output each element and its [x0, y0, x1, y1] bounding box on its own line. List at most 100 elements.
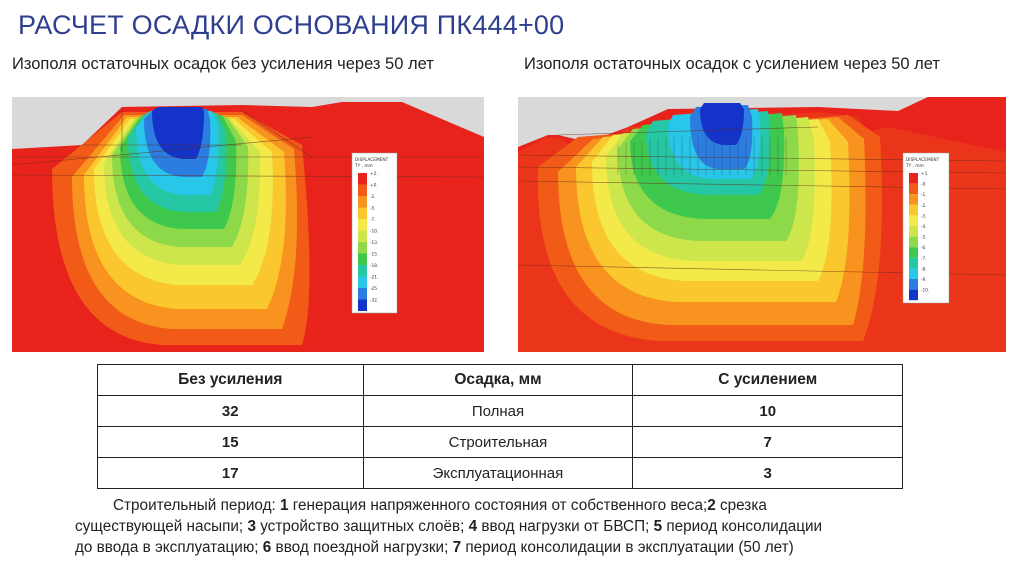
note-text: генерация напряженного состояния от собс…: [288, 497, 708, 514]
note-line-3: до ввода в эксплуатацию; 6 ввод поездной…: [75, 537, 794, 558]
right-panel-heading: Изополя остаточных осадок с усилением че…: [524, 55, 940, 73]
legend-tick-label: -9.: [921, 277, 927, 283]
cell-with: 7: [632, 426, 903, 458]
stage-number: 3: [247, 518, 256, 535]
right-legend: DISPLACEMENT TY , mm +1. -0. -1. -2. -3. -4. -…: [902, 152, 950, 304]
legend-swatch: [358, 196, 367, 208]
legend-tick-label: -32.: [370, 298, 378, 304]
layer-lines: [12, 109, 484, 178]
legend-swatch: [909, 279, 918, 290]
legend-tick-label: +1.: [921, 171, 929, 177]
stage-number: 4: [468, 518, 478, 535]
contour-band: [700, 103, 744, 145]
legend-swatch: [909, 289, 918, 301]
legend-tick-label: -6.: [921, 245, 927, 251]
legend-swatch: [358, 207, 367, 219]
legend-swatch: [358, 265, 367, 277]
legend-tick-label: -10.: [370, 229, 378, 235]
legend-swatch: [358, 230, 367, 242]
legend-swatch: [909, 194, 918, 205]
cell-type: Строительная: [362, 426, 634, 458]
note-line-2: существующей насыпи; 3 устройство защитн…: [75, 516, 822, 537]
stage-number: 1: [280, 497, 289, 514]
legend-tick-label: -2.: [370, 194, 376, 200]
note-text: существующей насыпи;: [75, 518, 248, 535]
note-text: устройство защитных слоёв;: [255, 518, 469, 535]
legend-swatch: [909, 257, 918, 269]
legend-tick-label: -21.: [370, 275, 378, 281]
legend-swatch: [358, 184, 367, 196]
note-line-1: Строительный период: 1 генерация напряже…: [113, 495, 767, 516]
note-text: до ввода в эксплуатацию;: [75, 539, 263, 556]
legend-tick-label: -18.: [370, 263, 378, 269]
stage-number: 5: [653, 518, 663, 535]
settlement-table: Без усиления Осадка, мм С усилением 32 П…: [97, 364, 903, 489]
legend-tick-label: -13.: [370, 240, 378, 246]
left-legend: DISPLACEMENT TY , mm +2. +0. -2. -5. -7. -10.…: [351, 152, 398, 314]
note-text: ввод поездной нагрузки;: [271, 539, 453, 556]
contour-plot-svg: DISPLACEMENT TY , mm +1. -0. -1. -2. -3. -4. -…: [518, 97, 1006, 352]
cell-with: 3: [632, 457, 903, 489]
legend-tick-label: -8.: [921, 266, 927, 272]
stage-number: 7: [452, 539, 462, 556]
legend-tick-label: -25.: [370, 286, 378, 292]
table-header-row: Без усиления Осадка, мм С усилением: [97, 364, 903, 396]
legend-swatch: [909, 173, 918, 184]
note-text: период консолидации в эксплуатации (50 л…: [461, 539, 794, 556]
note-text: срезка: [715, 497, 767, 514]
contour-plot-without-reinforcement: DISPLACEMENT TY , mm +2. +0. -2. -5. -7. -10.…: [12, 97, 484, 352]
legend-tick-label: -7.: [370, 217, 376, 223]
legend-tick-label: +2.: [370, 171, 378, 177]
legend-swatch: [909, 204, 918, 216]
legend-swatch: [358, 288, 367, 300]
contour-plot-with-reinforcement: DISPLACEMENT TY , mm +1. -0. -1. -2. -3. -4. -…: [518, 97, 1006, 352]
header-with-reinforcement: С усилением: [632, 364, 903, 396]
legend-swatch: [358, 253, 367, 265]
stage-number: 6: [262, 539, 272, 556]
cell-type: Эксплуатационная: [362, 457, 634, 489]
legend-tick-label: -4.: [921, 224, 927, 230]
left-panel-heading: Изополя остаточных осадок без усиления ч…: [12, 55, 434, 73]
legend-tick-label: -5.: [921, 235, 927, 241]
note-text: период консолидации: [662, 518, 823, 535]
legend-tick-label: -0.: [921, 182, 927, 188]
legend-tick-label: -10.: [921, 288, 929, 294]
cell-without: 32: [97, 395, 364, 427]
contour-band: [152, 107, 204, 159]
legend-swatch: [358, 299, 367, 311]
legend-swatch: [358, 219, 367, 231]
cell-with: 10: [632, 395, 903, 427]
legend-tick-label: +0.: [370, 183, 378, 189]
legend-swatch: [358, 242, 367, 254]
legend-tick-label: -5.: [370, 206, 376, 212]
legend-swatch: [909, 268, 918, 279]
legend-swatch: [909, 226, 918, 237]
legend-tick-label: -7.: [921, 256, 927, 262]
legend-unit: TY , mm: [905, 163, 924, 169]
legend-unit: TY , mm: [354, 163, 373, 169]
cell-without: 15: [97, 426, 364, 458]
note-text: Строительный период:: [113, 497, 281, 514]
header-settlement: Осадка, мм: [362, 364, 634, 396]
legend-tick-label: -1.: [921, 192, 927, 198]
legend-swatch: [358, 276, 367, 288]
legend-swatch: [909, 236, 918, 248]
legend-tick-label: -3.: [921, 213, 927, 219]
table-row: 17 Эксплуатационная 3: [97, 457, 903, 489]
legend-title: DISPLACEMENT: [906, 157, 940, 163]
legend-tick-label: -15.: [370, 252, 378, 258]
legend-swatch: [358, 173, 367, 185]
legend-title: DISPLACEMENT: [355, 157, 389, 163]
cell-without: 17: [97, 457, 364, 489]
legend-swatch: [909, 247, 918, 258]
table-row: 32 Полная 10: [97, 395, 903, 427]
cell-type: Полная: [362, 395, 634, 427]
legend-swatch: [909, 215, 918, 226]
contour-plot-svg: DISPLACEMENT TY , mm +2. +0. -2. -5. -7. -10.…: [12, 97, 484, 352]
stage-number: 2: [707, 497, 716, 514]
header-without-reinforcement: Без усиления: [97, 364, 364, 396]
legend-swatch: [909, 183, 918, 195]
note-text: ввод нагрузки от БВСП;: [477, 518, 654, 535]
table-row: 15 Строительная 7: [97, 426, 903, 458]
legend-tick-label: -2.: [921, 203, 927, 209]
